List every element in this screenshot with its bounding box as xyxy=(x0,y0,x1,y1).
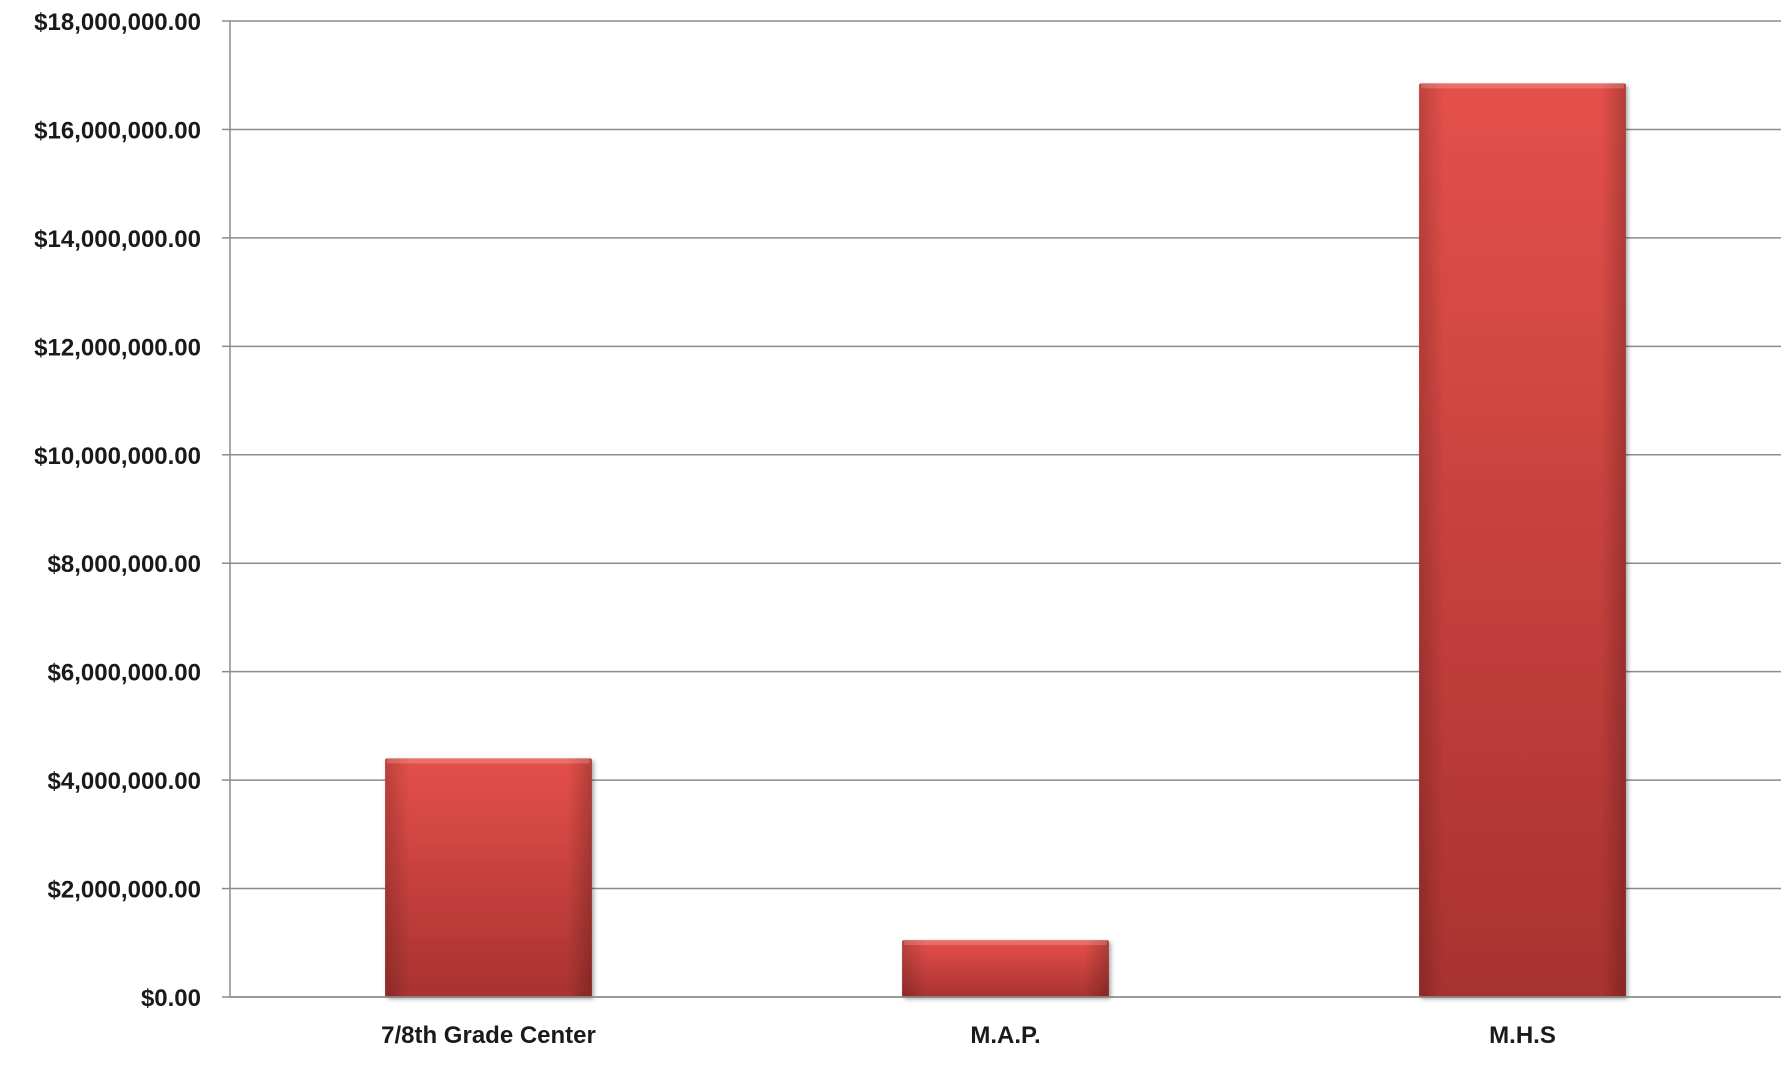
x-axis-category-labels: 7/8th Grade Center M.A.P. M.H.S xyxy=(381,1022,1556,1049)
bar-highlight xyxy=(387,758,590,764)
y-tick-label: $18,000,000.00 xyxy=(34,9,201,36)
bar xyxy=(385,758,592,997)
bar-highlight xyxy=(1421,83,1624,89)
y-tick-label: $10,000,000.00 xyxy=(34,443,201,470)
y-tick-label: $0.00 xyxy=(141,985,201,1012)
bar-bevel xyxy=(1419,83,1626,998)
bar-highlight xyxy=(904,940,1107,946)
bar-bevel xyxy=(385,758,592,997)
bars xyxy=(385,83,1626,998)
bar xyxy=(1419,83,1626,998)
y-tick-label: $16,000,000.00 xyxy=(34,117,201,144)
x-category-label: 7/8th Grade Center xyxy=(381,1022,596,1049)
x-category-label: M.A.P. xyxy=(970,1022,1040,1049)
axes xyxy=(229,21,1781,998)
bar xyxy=(902,940,1109,997)
y-tick-label: $8,000,000.00 xyxy=(48,551,201,578)
y-tick-label: $14,000,000.00 xyxy=(34,226,201,253)
bar-bevel xyxy=(902,940,1109,997)
y-tick-label: $4,000,000.00 xyxy=(48,768,201,795)
y-tick-label: $12,000,000.00 xyxy=(34,334,201,361)
y-axis-tick-labels: $0.00 $2,000,000.00 $4,000,000.00 $6,000,00… xyxy=(34,9,201,1012)
x-category-label: M.H.S xyxy=(1489,1022,1556,1049)
y-tick-label: $2,000,000.00 xyxy=(48,877,201,904)
y-tick-label: $6,000,000.00 xyxy=(48,660,201,687)
